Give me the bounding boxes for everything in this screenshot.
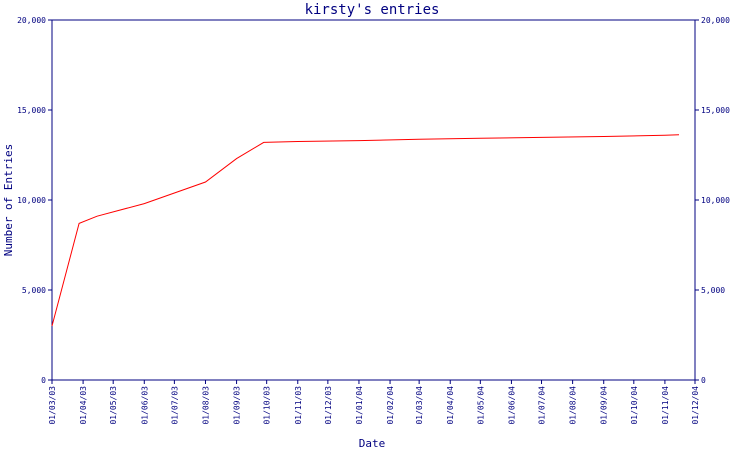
x-tick-label: 01/11/03 [294,386,303,425]
x-tick-label: 01/12/04 [691,386,700,425]
x-tick-label: 01/07/04 [538,386,547,425]
x-tick-label: 01/12/03 [324,386,333,425]
x-axis-label: Date [359,437,386,450]
x-tick-label: 01/10/04 [630,386,639,425]
y-tick-label-left: 0 [41,376,46,385]
y-tick-label-right: 10,000 [701,196,730,205]
y-tick-label-left: 15,000 [17,106,46,115]
y-tick-label-left: 10,000 [17,196,46,205]
y-ticks-right: 0 5,000 10,000 15,000 20,000 [695,16,730,385]
x-tick-label: 01/08/03 [201,386,210,425]
y-tick-label-right: 5,000 [701,286,725,295]
x-tick-label: 01/09/04 [600,386,609,425]
x-ticks: 01/03/03 01/04/03 01/05/03 01/06/03 01/07/03… [48,380,700,425]
x-tick-label: 01/06/04 [507,386,516,425]
chart-title: kirsty's entries [305,2,440,18]
x-tick-label: 01/05/04 [476,386,485,425]
x-tick-label: 01/07/03 [170,386,179,425]
y-axis-label: Number of Entries [2,144,15,257]
x-tick-label: 01/11/04 [661,386,670,425]
y-tick-label-left: 20,000 [17,16,46,25]
x-tick-label: 01/02/04 [386,386,395,425]
x-tick-label: 01/06/03 [140,386,149,425]
x-tick-label: 01/04/04 [446,386,455,425]
x-tick-label: 01/03/04 [415,386,424,425]
y-tick-label-right: 15,000 [701,106,730,115]
plot-frame [51,19,696,381]
y-tick-label-right: 20,000 [701,16,730,25]
x-tick-label: 01/10/03 [263,386,272,425]
y-tick-label-left: 5,000 [22,286,46,295]
series-line [51,134,680,327]
x-tick-label: 01/09/03 [233,386,242,425]
y-tick-label-right: 0 [701,376,706,385]
x-tick-label: 01/04/03 [79,386,88,425]
x-tick-label: 01/01/04 [355,386,364,425]
x-tick-label: 01/05/03 [109,386,118,425]
x-tick-label: 01/08/04 [569,386,578,425]
x-tick-label: 01/03/03 [48,386,57,425]
y-ticks-left: 0 5,000 10,000 15,000 20,000 [17,16,52,385]
